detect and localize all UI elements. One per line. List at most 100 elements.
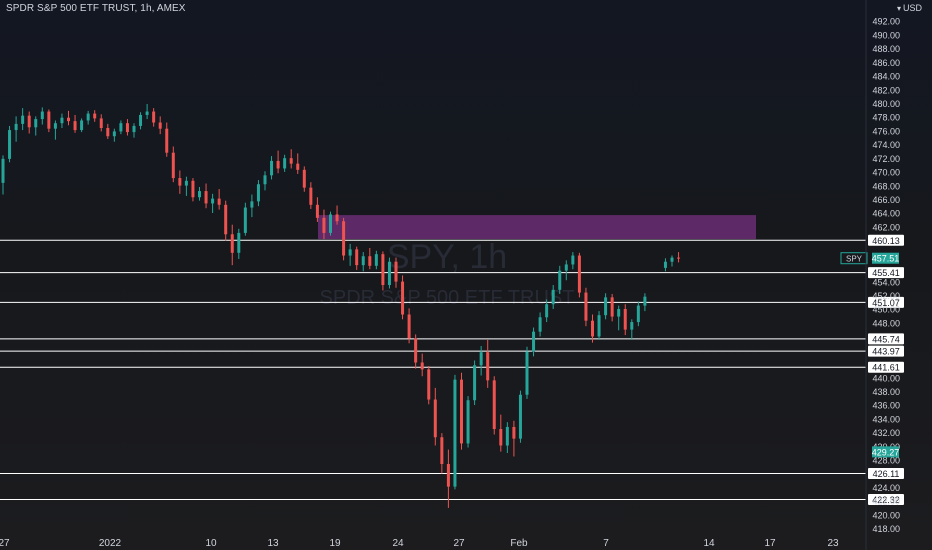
candle — [184, 176, 188, 196]
current-price-badge: 457.51 — [872, 252, 899, 264]
candle — [427, 365, 431, 405]
supply-zone[interactable] — [318, 215, 756, 240]
x-tick-label: 17 — [764, 538, 776, 549]
candle — [610, 293, 614, 322]
candle — [368, 248, 372, 270]
candle — [486, 339, 490, 388]
currency-label: USD — [902, 3, 922, 13]
candle — [348, 243, 352, 266]
candle — [145, 104, 149, 120]
svg-text:460.13: 460.13 — [872, 236, 900, 246]
candle — [466, 396, 470, 448]
candle — [663, 258, 667, 272]
y-tick-label: 492.00 — [872, 17, 900, 27]
candle — [80, 118, 84, 133]
candle — [237, 228, 241, 259]
level-label: 455.41 — [868, 267, 904, 279]
x-tick-label: 10 — [205, 538, 217, 549]
candle — [315, 197, 319, 222]
candle — [525, 346, 529, 399]
x-tick-label: 27 — [0, 538, 10, 549]
y-tick-label: 450.00 — [872, 305, 900, 315]
candle — [571, 252, 575, 270]
candle — [14, 116, 18, 142]
y-tick-label: 438.00 — [872, 387, 900, 397]
level-label: 422.32 — [868, 494, 904, 506]
candle — [677, 252, 681, 263]
y-tick-label: 454.00 — [872, 277, 900, 287]
candle — [407, 308, 411, 344]
y-tick-label: 432.00 — [872, 428, 900, 438]
candle — [499, 414, 503, 452]
candle — [420, 353, 424, 377]
candle — [446, 449, 450, 508]
candle — [112, 128, 116, 142]
y-tick-label: 486.00 — [872, 58, 900, 68]
candle — [518, 390, 522, 443]
candle — [538, 312, 542, 337]
level-label: 460.13 — [868, 234, 904, 246]
time-axis[interactable]: 27 2022 10 13 19 24 27 Feb 7 14 17 23 — [0, 538, 839, 549]
y-tick-label: 462.00 — [872, 222, 900, 232]
x-tick-label: 13 — [267, 538, 279, 549]
candle — [453, 374, 457, 490]
candle — [47, 109, 51, 133]
chart-title: SPDR S&P 500 ETF TRUST, 1h, AMEX — [6, 3, 186, 14]
x-tick-label: 2022 — [99, 538, 122, 549]
price-axis[interactable]: 460.13 455.41 451.07 445.74 443.97 441.61 426.… — [840, 0, 904, 550]
candle — [21, 108, 25, 131]
candle — [381, 251, 385, 291]
candle — [322, 209, 326, 240]
candle — [289, 149, 293, 169]
level-label: 451.07 — [868, 296, 904, 308]
candle — [577, 252, 581, 298]
y-tick-label: 488.00 — [872, 44, 900, 54]
candle — [551, 285, 555, 310]
candle — [132, 123, 136, 138]
candle — [401, 275, 405, 320]
currency-selector[interactable]: ▾ USD — [897, 3, 922, 13]
candle — [335, 205, 339, 225]
candle — [623, 304, 627, 336]
level-label: 443.97 — [868, 345, 904, 357]
candle — [158, 116, 162, 135]
candle — [171, 146, 175, 183]
candle — [152, 108, 156, 127]
x-tick-label: Feb — [510, 538, 528, 549]
candle — [230, 224, 234, 266]
candle — [60, 113, 64, 128]
candle — [53, 120, 57, 140]
candle — [558, 265, 562, 294]
candle — [224, 200, 228, 241]
candle — [263, 171, 267, 191]
candle — [99, 114, 103, 132]
candle — [374, 250, 378, 270]
candle — [643, 293, 647, 312]
candle — [250, 194, 254, 218]
candle — [597, 311, 601, 340]
candle — [296, 153, 300, 174]
candle — [309, 182, 313, 209]
candle — [178, 170, 182, 194]
candle — [564, 260, 568, 281]
candle — [276, 150, 280, 174]
y-tick-label: 440.00 — [872, 373, 900, 383]
candle — [387, 257, 391, 289]
candle — [27, 111, 31, 134]
svg-text:445.74: 445.74 — [872, 334, 900, 344]
x-tick-label: 14 — [703, 538, 715, 549]
candle — [591, 314, 594, 343]
svg-text:455.41: 455.41 — [872, 268, 900, 278]
candle — [191, 178, 195, 202]
y-tick-label: 490.00 — [872, 30, 900, 40]
candle — [73, 114, 77, 133]
candle — [440, 433, 444, 474]
candle — [1, 155, 5, 195]
candle — [125, 119, 129, 136]
y-tick-label: 466.00 — [872, 195, 900, 205]
candle — [473, 360, 477, 406]
candle — [8, 125, 12, 163]
candle — [492, 376, 496, 435]
candle — [636, 301, 640, 327]
